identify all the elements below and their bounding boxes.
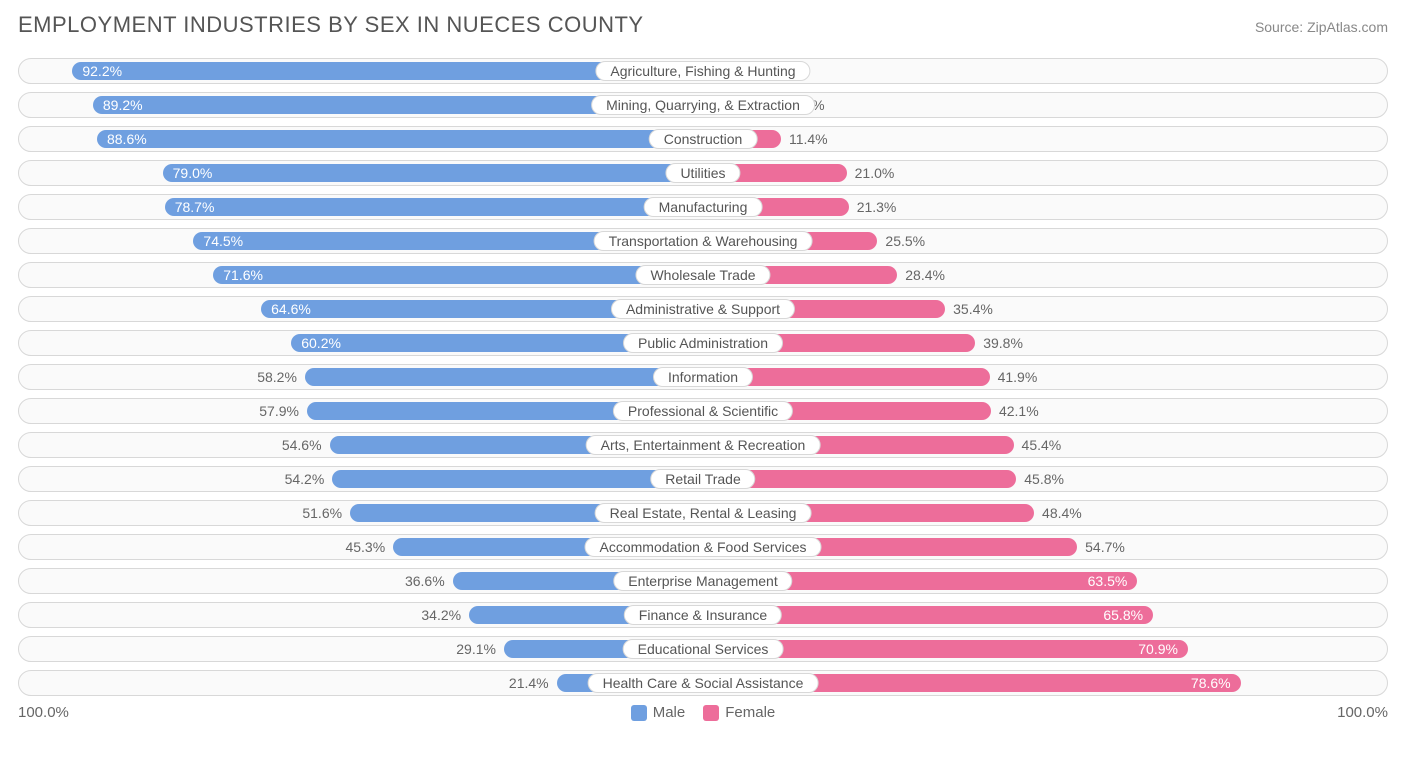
female-pct: 65.8% bbox=[1103, 607, 1153, 623]
category-label: Retail Trade bbox=[650, 469, 755, 489]
chart-row: 74.5% 25.5% Transportation & Warehousing bbox=[18, 228, 1388, 254]
category-label: Educational Services bbox=[623, 639, 784, 659]
male-pct: 89.2% bbox=[93, 97, 143, 113]
male-pct: 29.1% bbox=[456, 641, 504, 657]
male-pct: 58.2% bbox=[257, 369, 305, 385]
male-pct: 54.6% bbox=[282, 437, 330, 453]
legend-swatch-male bbox=[631, 705, 647, 721]
male-pct: 34.2% bbox=[421, 607, 469, 623]
chart-row: 45.3% 54.7% Accommodation & Food Services bbox=[18, 534, 1388, 560]
female-pct: 70.9% bbox=[1138, 641, 1188, 657]
male-pct: 71.6% bbox=[213, 267, 263, 283]
male-bar: 78.7% bbox=[165, 198, 703, 216]
chart-title: EMPLOYMENT INDUSTRIES BY SEX IN NUECES C… bbox=[18, 12, 644, 38]
legend-item-female: Female bbox=[703, 704, 775, 721]
category-label: Real Estate, Rental & Leasing bbox=[595, 503, 812, 523]
female-pct: 54.7% bbox=[1077, 539, 1125, 555]
axis-label-right: 100.0% bbox=[1337, 704, 1388, 721]
male-bar: 71.6% bbox=[213, 266, 703, 284]
chart-footer: 100.0% Male Female 100.0% bbox=[18, 704, 1388, 721]
female-pct: 45.4% bbox=[1014, 437, 1062, 453]
diverging-bar-chart: 92.2%7.8%Agriculture, Fishing & Hunting 8… bbox=[18, 58, 1388, 696]
category-label: Wholesale Trade bbox=[635, 265, 770, 285]
chart-row: 21.4% 78.6% Health Care & Social Assistanc… bbox=[18, 670, 1388, 696]
female-pct: 11.4% bbox=[781, 131, 828, 147]
male-pct: 51.6% bbox=[302, 505, 350, 521]
female-pct: 39.8% bbox=[975, 335, 1023, 351]
chart-row: 79.0% 21.0% Utilities bbox=[18, 160, 1388, 186]
category-label: Professional & Scientific bbox=[613, 401, 793, 421]
female-pct: 63.5% bbox=[1088, 573, 1138, 589]
female-pct: 41.9% bbox=[990, 369, 1038, 385]
chart-row: 34.2% 65.8% Finance & Insurance bbox=[18, 602, 1388, 628]
source-label: Source: bbox=[1255, 19, 1303, 35]
category-label: Finance & Insurance bbox=[624, 605, 782, 625]
legend-label-female: Female bbox=[725, 704, 775, 721]
chart-row: 54.6% 45.4% Arts, Entertainment & Recreati… bbox=[18, 432, 1388, 458]
male-bar: 58.2% bbox=[305, 368, 703, 386]
category-label: Accommodation & Food Services bbox=[585, 537, 822, 557]
source-value: ZipAtlas.com bbox=[1307, 19, 1388, 35]
male-pct: 21.4% bbox=[509, 675, 557, 691]
category-label: Transportation & Warehousing bbox=[594, 231, 813, 251]
male-pct: 45.3% bbox=[345, 539, 393, 555]
legend-item-male: Male bbox=[631, 704, 686, 721]
category-label: Public Administration bbox=[623, 333, 783, 353]
male-pct: 78.7% bbox=[165, 199, 215, 215]
category-label: Arts, Entertainment & Recreation bbox=[586, 435, 821, 455]
source: Source: ZipAtlas.com bbox=[1255, 19, 1388, 35]
male-pct: 57.9% bbox=[259, 403, 307, 419]
legend-swatch-female bbox=[703, 705, 719, 721]
chart-row: 88.6% 11.4% Construction bbox=[18, 126, 1388, 152]
legend: Male Female bbox=[631, 704, 776, 721]
chart-row: 89.2%10.8%Mining, Quarrying, & Extractio… bbox=[18, 92, 1388, 118]
chart-row: 54.2% 45.8% Retail Trade bbox=[18, 466, 1388, 492]
category-label: Enterprise Management bbox=[613, 571, 792, 591]
chart-row: 60.2% 39.8% Public Administration bbox=[18, 330, 1388, 356]
chart-row: 57.9% 42.1% Professional & Scientific bbox=[18, 398, 1388, 424]
male-bar: 88.6% bbox=[97, 130, 703, 148]
category-label: Information bbox=[653, 367, 753, 387]
category-label: Mining, Quarrying, & Extraction bbox=[591, 95, 815, 115]
chart-row: 29.1% 70.9% Educational Services bbox=[18, 636, 1388, 662]
male-pct: 36.6% bbox=[405, 573, 453, 589]
female-pct: 48.4% bbox=[1034, 505, 1082, 521]
chart-row: 51.6% 48.4% Real Estate, Rental & Leasing bbox=[18, 500, 1388, 526]
category-label: Construction bbox=[649, 129, 758, 149]
female-pct: 28.4% bbox=[897, 267, 945, 283]
male-pct: 79.0% bbox=[163, 165, 213, 181]
female-pct: 42.1% bbox=[991, 403, 1039, 419]
axis-label-left: 100.0% bbox=[18, 704, 69, 721]
chart-row: 36.6% 63.5% Enterprise Management bbox=[18, 568, 1388, 594]
category-label: Utilities bbox=[665, 163, 740, 183]
legend-label-male: Male bbox=[653, 704, 686, 721]
chart-row: 58.2% 41.9% Information bbox=[18, 364, 1388, 390]
male-bar: 54.2% bbox=[332, 470, 703, 488]
male-bar: 79.0% bbox=[163, 164, 703, 182]
female-pct: 25.5% bbox=[877, 233, 925, 249]
male-pct: 54.2% bbox=[285, 471, 333, 487]
category-label: Administrative & Support bbox=[611, 299, 795, 319]
male-pct: 60.2% bbox=[291, 335, 341, 351]
female-pct: 45.8% bbox=[1016, 471, 1064, 487]
male-pct: 64.6% bbox=[261, 301, 311, 317]
male-pct: 74.5% bbox=[193, 233, 243, 249]
male-pct: 92.2% bbox=[72, 63, 122, 79]
category-label: Manufacturing bbox=[644, 197, 763, 217]
female-pct: 78.6% bbox=[1191, 675, 1241, 691]
chart-row: 78.7% 21.3% Manufacturing bbox=[18, 194, 1388, 220]
chart-row: 92.2%7.8%Agriculture, Fishing & Hunting bbox=[18, 58, 1388, 84]
female-pct: 21.0% bbox=[847, 165, 895, 181]
female-pct: 21.3% bbox=[849, 199, 897, 215]
chart-row: 71.6% 28.4% Wholesale Trade bbox=[18, 262, 1388, 288]
category-label: Agriculture, Fishing & Hunting bbox=[595, 61, 810, 81]
male-pct: 88.6% bbox=[97, 131, 147, 147]
header: EMPLOYMENT INDUSTRIES BY SEX IN NUECES C… bbox=[18, 12, 1388, 38]
category-label: Health Care & Social Assistance bbox=[588, 673, 819, 693]
female-pct: 35.4% bbox=[945, 301, 993, 317]
chart-row: 64.6% 35.4% Administrative & Support bbox=[18, 296, 1388, 322]
